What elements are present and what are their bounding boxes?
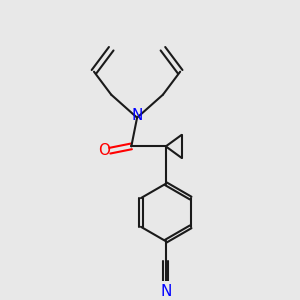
Text: O: O <box>99 143 111 158</box>
Text: N: N <box>131 108 143 123</box>
Text: N: N <box>160 284 172 299</box>
